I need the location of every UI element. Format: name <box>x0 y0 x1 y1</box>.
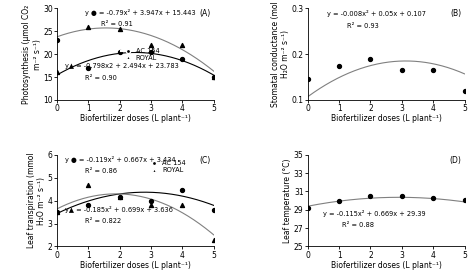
Point <box>367 194 374 198</box>
Point <box>179 188 186 193</box>
Point <box>53 210 61 214</box>
Text: (B): (B) <box>450 9 461 18</box>
Text: y▲ = -0.798x2 + 2.494x + 23.783: y▲ = -0.798x2 + 2.494x + 23.783 <box>65 63 179 69</box>
Point <box>84 182 92 187</box>
Y-axis label: Leaf temperature (°C): Leaf temperature (°C) <box>283 158 292 243</box>
X-axis label: Biofertilizer doses (L plant⁻¹): Biofertilizer doses (L plant⁻¹) <box>80 261 191 270</box>
X-axis label: Biofertilizer doses (L plant⁻¹): Biofertilizer doses (L plant⁻¹) <box>80 115 191 123</box>
Point <box>210 207 218 212</box>
Point <box>304 206 311 210</box>
Text: (D): (D) <box>449 156 461 165</box>
Point <box>53 210 61 214</box>
Point <box>147 199 155 203</box>
Point <box>84 24 92 29</box>
X-axis label: Biofertilizer doses (L plant⁻¹): Biofertilizer doses (L plant⁻¹) <box>331 115 442 123</box>
Point <box>367 57 374 61</box>
Point <box>461 88 468 93</box>
X-axis label: Biofertilizer doses (L plant⁻¹): Biofertilizer doses (L plant⁻¹) <box>331 261 442 270</box>
Point <box>335 199 343 203</box>
Text: y ● = -0.79x² + 3.947x + 15.443: y ● = -0.79x² + 3.947x + 15.443 <box>85 9 196 16</box>
Point <box>398 68 406 73</box>
Point <box>53 70 61 75</box>
Point <box>429 196 437 200</box>
Point <box>116 50 123 54</box>
Point <box>398 194 406 198</box>
Y-axis label: Photosynthesis (μmol CO₂
m⁻² s⁻¹): Photosynthesis (μmol CO₂ m⁻² s⁻¹) <box>22 4 42 104</box>
Point <box>210 237 218 242</box>
Point <box>116 195 123 199</box>
Point <box>116 27 123 31</box>
Point <box>147 43 155 47</box>
Text: R² = 0.93: R² = 0.93 <box>347 23 379 29</box>
Text: R² = 0.90: R² = 0.90 <box>85 75 117 81</box>
Legend: AC 154, ROYAL: AC 154, ROYAL <box>120 46 161 62</box>
Y-axis label: Leaf transpiration (mmol
H₂O m⁻² s⁻¹): Leaf transpiration (mmol H₂O m⁻² s⁻¹) <box>27 153 46 248</box>
Point <box>179 57 186 61</box>
Point <box>210 75 218 79</box>
Point <box>335 63 343 68</box>
Text: R² = 0.86: R² = 0.86 <box>85 168 117 174</box>
Point <box>84 66 92 70</box>
Text: y▲ = -0.185x² + 0.699x + 3.636: y▲ = -0.185x² + 0.699x + 3.636 <box>65 206 173 213</box>
Text: (C): (C) <box>199 156 210 165</box>
Text: R² = 0.822: R² = 0.822 <box>85 218 121 224</box>
Point <box>210 75 218 79</box>
Y-axis label: Stomatal conductance (mol
H₂O m⁻² s⁻¹): Stomatal conductance (mol H₂O m⁻² s⁻¹) <box>271 1 290 107</box>
Text: y = -0.008x² + 0.05x + 0.107: y = -0.008x² + 0.05x + 0.107 <box>327 10 426 17</box>
Text: R² = 0.91: R² = 0.91 <box>101 21 133 27</box>
Point <box>461 197 468 202</box>
Point <box>179 43 186 47</box>
Point <box>116 195 123 199</box>
Point <box>147 50 155 54</box>
Text: y = -0.115x² + 0.669x + 29.39: y = -0.115x² + 0.669x + 29.39 <box>323 210 426 217</box>
Point <box>179 203 186 207</box>
Point <box>147 203 155 207</box>
Legend: AC 154, ROYAL: AC 154, ROYAL <box>146 159 188 174</box>
Point <box>84 203 92 207</box>
Point <box>429 68 437 73</box>
Point <box>53 38 61 43</box>
Point <box>304 77 311 81</box>
Text: y ● = -0.119x² + 0.667x + 3.434: y ● = -0.119x² + 0.667x + 3.434 <box>65 156 175 163</box>
Text: (A): (A) <box>199 9 210 18</box>
Text: R² = 0.88: R² = 0.88 <box>342 222 374 228</box>
